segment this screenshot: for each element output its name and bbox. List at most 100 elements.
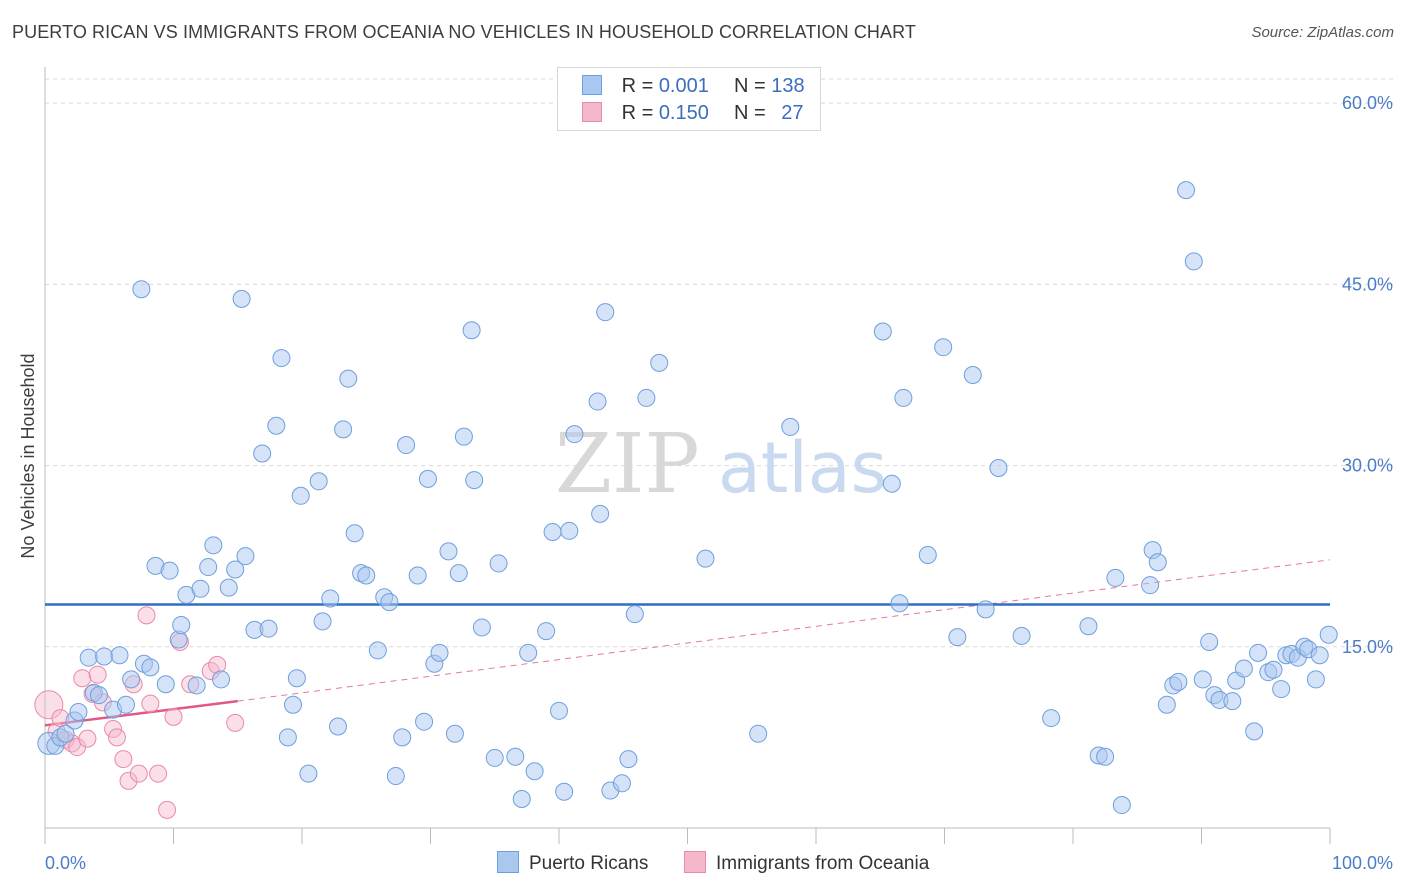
source-label: Source: ZipAtlas.com: [1251, 24, 1394, 41]
puerto-rican-point: [219, 578, 238, 597]
puerto-rican-point: [386, 767, 405, 786]
puerto-rican-point: [918, 545, 937, 564]
oceania-point: [78, 729, 97, 748]
puerto-rican-point: [339, 369, 358, 388]
puerto-rican-point: [619, 750, 638, 769]
bottom-legend-oceania: Immigrants from Oceania: [684, 851, 929, 875]
puerto-rican-point: [650, 353, 669, 372]
puerto-rican-point: [1157, 695, 1176, 714]
puerto-rican-point: [89, 686, 108, 705]
bottom-legend-label: Immigrants from Oceania: [716, 853, 930, 874]
puerto-rican-point: [334, 420, 353, 439]
bottom-legend-puerto-ricans: Puerto Ricans: [497, 851, 648, 875]
puerto-rican-point: [543, 523, 562, 542]
puerto-rican-point: [380, 593, 399, 612]
puerto-rican-point: [439, 542, 458, 561]
puerto-rican-point: [357, 566, 376, 585]
puerto-rican-point: [506, 747, 525, 766]
puerto-rican-point: [890, 594, 909, 613]
puerto-rican-point: [69, 703, 88, 722]
axes: [44, 67, 1331, 844]
puerto-rican-point: [284, 695, 303, 714]
puerto-rican-point: [591, 504, 610, 523]
puerto-rican-point: [393, 728, 412, 747]
oceania-point: [104, 719, 123, 738]
puerto-rican-point: [1042, 709, 1061, 728]
puerto-rican-point: [882, 474, 901, 493]
puerto-rican-point: [79, 648, 98, 667]
bottom-legend-swatch-pink: [684, 851, 706, 873]
puerto-rican-point: [472, 618, 491, 637]
legend-r-label: R =: [621, 75, 654, 97]
trend-lines: [44, 559, 1331, 727]
puerto-rican-point: [948, 628, 967, 647]
puerto-rican-point: [1096, 747, 1115, 766]
puerto-rican-point: [95, 647, 114, 666]
legend-r-value: 0.150: [658, 102, 709, 124]
puerto-rican-point: [963, 365, 982, 384]
puerto-rican-points: [37, 181, 1338, 815]
puerto-rican-point: [1306, 670, 1325, 689]
puerto-rican-point: [1169, 672, 1188, 691]
correlation-legend: R = 0.001 N = 138 R = 0.150 N = 27: [557, 67, 821, 131]
legend-r-value: 0.001: [658, 75, 709, 97]
puerto-rican-point: [485, 748, 504, 767]
legend-n-value: 27: [781, 102, 804, 124]
puerto-rican-point: [1106, 568, 1125, 587]
puerto-rican-point: [430, 643, 449, 662]
puerto-rican-point: [1184, 252, 1203, 271]
puerto-rican-point: [525, 762, 544, 781]
puerto-rican-point: [226, 560, 245, 579]
legend-swatch-blue: [582, 75, 602, 95]
oceania-point: [226, 713, 245, 732]
puerto-rican-point: [781, 417, 800, 436]
puerto-rican-point: [56, 724, 75, 743]
puerto-rican-point: [345, 524, 364, 543]
y-tick-label: 15.0%: [1342, 637, 1393, 657]
puerto-rican-point: [116, 695, 135, 714]
puerto-rican-point: [160, 561, 179, 580]
puerto-rican-point: [934, 338, 953, 357]
puerto-rican-point: [368, 641, 387, 660]
puerto-rican-point: [1249, 643, 1268, 662]
puerto-rican-point: [696, 549, 715, 568]
puerto-rican-point: [637, 388, 656, 407]
puerto-rican-point: [232, 289, 251, 308]
legend-r-label: R =: [621, 102, 654, 124]
puerto-rican-point: [309, 472, 328, 491]
puerto-rican-point: [465, 471, 484, 490]
puerto-rican-point: [550, 701, 568, 720]
puerto-rican-point: [873, 322, 892, 341]
legend-swatch-pink: [582, 102, 602, 122]
puerto-rican-point: [141, 658, 160, 677]
oceania-point: [137, 606, 156, 625]
puerto-rican-point: [299, 764, 318, 783]
oceania-point: [164, 707, 183, 726]
puerto-rican-point: [1319, 625, 1338, 644]
puerto-rican-point: [418, 469, 437, 488]
puerto-rican-point: [596, 303, 615, 322]
legend-row-oceania: R = 0.150 N = 27: [582, 102, 804, 128]
puerto-rican-point: [462, 321, 481, 340]
puerto-rican-point: [259, 619, 278, 638]
puerto-rican-point: [272, 349, 291, 368]
oceania-point: [119, 771, 138, 790]
legend-n-label: N =: [734, 75, 766, 97]
x-tick-label: 0.0%: [45, 853, 86, 873]
oceania-point: [73, 669, 92, 688]
oceania-point: [107, 728, 126, 747]
puerto-rican-point: [560, 521, 579, 540]
oceania-point: [114, 750, 133, 769]
puerto-rican-point: [122, 670, 141, 689]
puerto-rican-point: [1112, 796, 1131, 815]
puerto-rican-point: [110, 646, 129, 665]
puerto-rican-point: [187, 676, 206, 695]
puerto-rican-point: [512, 790, 531, 809]
chart-title: PUERTO RICAN VS IMMIGRANTS FROM OCEANIA …: [12, 22, 916, 42]
puerto-rican-point: [1272, 680, 1291, 699]
puerto-rican-point: [555, 782, 574, 801]
puerto-rican-point: [172, 616, 191, 635]
puerto-rican-point: [519, 643, 538, 662]
puerto-rican-point: [537, 622, 556, 641]
